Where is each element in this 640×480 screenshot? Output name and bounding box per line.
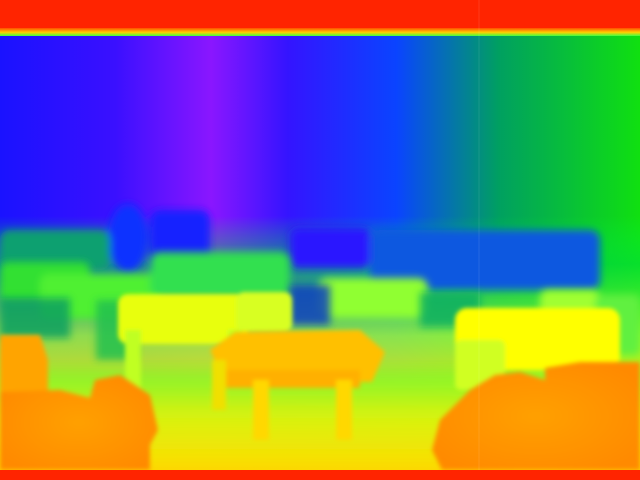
far-objects <box>0 204 600 290</box>
seam-line <box>478 0 480 470</box>
near-desks <box>118 292 620 390</box>
near-chair-right <box>432 362 640 470</box>
near-object-left-top <box>0 335 48 398</box>
desk-mid-center <box>150 252 290 297</box>
far-row-left <box>0 230 110 270</box>
table-leg-back <box>212 360 226 410</box>
far-person <box>108 204 148 272</box>
top-border-core <box>0 0 640 28</box>
bottom-border-band <box>0 470 640 480</box>
table-leg-right <box>336 380 352 440</box>
far-object-center <box>290 228 370 268</box>
near-chair-left <box>0 375 158 470</box>
table-top <box>210 330 385 382</box>
shadow-center <box>290 285 330 325</box>
shadow-left <box>0 298 70 338</box>
desk-leg-1 <box>125 330 141 390</box>
near-objects <box>0 335 640 470</box>
desk-near-center-2 <box>236 292 292 332</box>
desk-near-center <box>118 294 248 344</box>
desk-mid-right <box>318 278 428 318</box>
table-leg-left <box>253 380 269 440</box>
far-row-right <box>370 230 600 290</box>
table-center <box>210 330 385 440</box>
